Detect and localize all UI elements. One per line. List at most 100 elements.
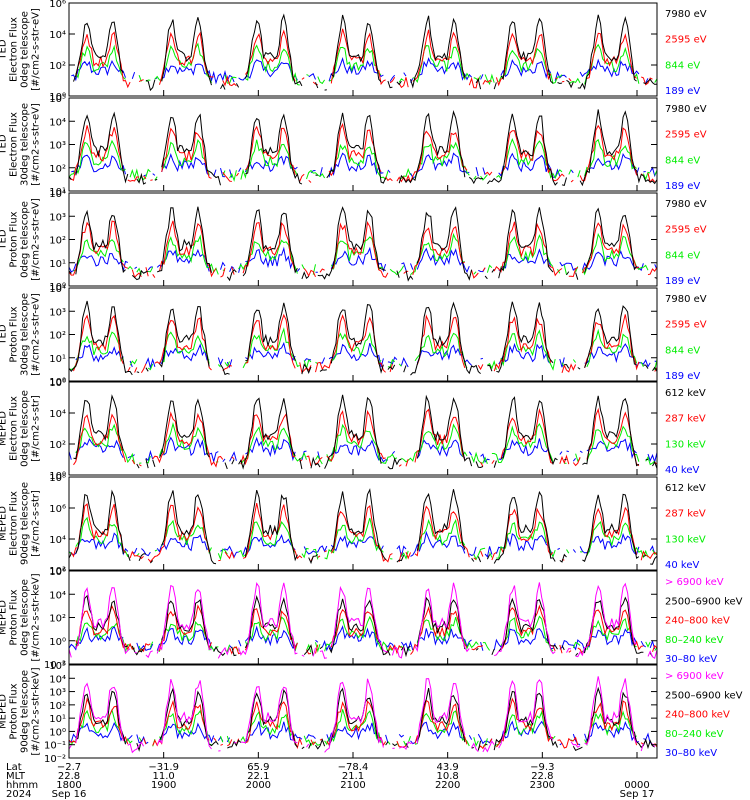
series-trace-5-3 — [73, 407, 658, 468]
y-axis-label-line: TED — [0, 134, 9, 155]
series-trace-4-4 — [68, 300, 658, 376]
legend-entry: > 6900 keV — [665, 577, 724, 588]
series-trace-4-1 — [75, 341, 658, 370]
y-axis-label-line: Proton Flux — [9, 683, 20, 739]
y-axis-label-line: 30deg telescope — [20, 103, 31, 186]
y-tick-label: 10⁰ — [49, 637, 66, 648]
panel-frame — [68, 664, 658, 759]
series-trace-6-1 — [68, 530, 656, 559]
x-axis-value: 1800 — [56, 780, 81, 791]
series-trace-4-2 — [68, 327, 658, 371]
legend-entry: 40 keV — [665, 465, 699, 476]
legend-entry: 189 eV — [665, 181, 700, 192]
series-trace-1-4 — [73, 13, 658, 92]
y-axis-label-line: MEPED — [0, 506, 9, 541]
y-axis-label-line: Electron Flux — [9, 17, 20, 82]
x-axis-value: −2.7 — [57, 762, 81, 773]
y-tick-label: 10² — [49, 614, 66, 625]
y-axis-label-line: 0deg telescope — [20, 11, 31, 88]
legend-entry: 844 eV — [665, 155, 700, 166]
y-axis-label-line: Proton Flux — [9, 211, 20, 267]
x-axis-row-label: hhmm — [6, 780, 38, 791]
legend-entry: 7980 eV — [665, 294, 707, 305]
x-axis-value: 21.1 — [342, 771, 364, 782]
y-tick-label: 10⁰ — [49, 282, 66, 293]
legend-entry: 240–800 keV — [665, 616, 730, 627]
y-axis-label-line: 0deg telescope — [20, 579, 31, 656]
x-axis-value: 2300 — [530, 780, 555, 791]
legend-entry: 40 keV — [665, 560, 699, 571]
y-tick-label: 10² — [49, 701, 66, 712]
y-axis-label-line: TED — [0, 229, 9, 250]
y-tick-label: 10² — [49, 331, 66, 342]
series-trace-2-3 — [68, 122, 656, 184]
y-axis-label-line: MEPED — [0, 411, 9, 446]
legend-entry: 7980 eV — [665, 9, 707, 20]
y-tick-label: 10⁻² — [44, 660, 66, 671]
y-axis-label-line: 30deg telescope — [20, 293, 31, 376]
panel-frame — [68, 2, 658, 97]
series-trace-3-3 — [68, 220, 658, 279]
y-tick-label: 10⁸ — [49, 473, 66, 484]
x-axis-row-label: 2024 — [6, 789, 31, 800]
y-tick-label: 10⁵ — [49, 661, 66, 672]
x-axis-value: 22.1 — [247, 771, 269, 782]
y-tick-label: 10⁵ — [49, 94, 66, 105]
y-tick-label: 10⁰ — [49, 92, 66, 103]
series-trace-6-4 — [68, 488, 658, 565]
series-trace-8-2 — [69, 709, 655, 746]
y-axis-label-line: [#/cm2-s-str-eV] — [31, 198, 42, 281]
y-tick-label: 10⁶ — [49, 378, 66, 389]
legend-entry: 844 eV — [665, 60, 700, 71]
x-axis-row-label: MLT — [6, 771, 26, 782]
legend-entry: 2500–6900 keV — [665, 596, 743, 607]
y-axis-label-line: [#/cm2-s-str-keV] — [31, 573, 42, 661]
y-axis-label-line: [#/cm2-s-str-eV] — [31, 103, 42, 186]
x-axis-value: 22.8 — [531, 771, 553, 782]
legend-entry: > 6900 keV — [665, 671, 724, 682]
y-axis-label-line: [#/cm2-s-str-keV] — [31, 667, 42, 755]
y-tick-label: 10² — [49, 164, 66, 175]
legend-entry: 2595 eV — [665, 35, 707, 46]
y-tick-label: 10² — [49, 440, 66, 451]
panel-6: 10² 10⁴ 10⁶ 10⁸ MEPED Electron Flux 90deg tele… — [0, 473, 706, 577]
x-axis-value: 10.8 — [437, 771, 459, 782]
y-tick-label: 10⁶ — [49, 504, 66, 515]
panel-4: 10⁰ 10¹ 10² 10³ 10⁴ TED Proton Flux 30deg teles… — [0, 284, 707, 388]
series-trace-5-1 — [68, 436, 658, 464]
y-tick-label: 10⁰ — [49, 377, 66, 388]
y-tick-label: 10¹ — [49, 259, 66, 270]
y-tick-label: 10³ — [49, 307, 66, 318]
y-tick-label: 10⁴ — [49, 284, 66, 295]
series-trace-1-3 — [76, 29, 657, 88]
series-trace-3-4 — [68, 206, 658, 282]
y-tick-label: 10³ — [49, 141, 66, 152]
legend-entry: 30–80 keV — [665, 654, 717, 665]
legend-entry: 7980 eV — [665, 104, 707, 115]
x-axis-value: 1900 — [151, 780, 176, 791]
panel-frame — [68, 381, 658, 476]
series-trace-2-4 — [68, 109, 658, 187]
legend-entry: 2500–6900 keV — [665, 690, 743, 701]
x-axis-value: −9.3 — [530, 762, 554, 773]
y-tick-label: 10⁴ — [49, 535, 66, 546]
y-axis-label-line: 0deg telescope — [20, 390, 31, 467]
x-axis-value: Sep 16 — [52, 789, 87, 800]
y-axis-label-line: Electron Flux — [9, 491, 20, 556]
legend-entry: 7980 eV — [665, 199, 707, 210]
y-axis-label-line: Proton Flux — [9, 589, 20, 645]
legend-entry: 287 keV — [665, 509, 706, 520]
legend-entry: 2595 eV — [665, 130, 707, 141]
x-axis-value: 65.9 — [247, 762, 269, 773]
panel-5: 10⁰ 10² 10⁴ 10⁶ MEPED Electron Flux 0deg teles… — [0, 378, 706, 482]
legend-entry: 844 eV — [665, 250, 700, 261]
x-axis-value: −78.4 — [338, 762, 369, 773]
panel-1: 10⁰ 10² 10⁴ 10⁶ TED Electron Flux 0deg telesco… — [0, 0, 707, 103]
y-axis-label-line: Electron Flux — [9, 112, 20, 177]
y-tick-label: 10³ — [49, 688, 66, 699]
y-tick-label: 10² — [49, 61, 66, 72]
y-axis-label-line: Electron Flux — [9, 396, 20, 461]
series-trace-7-3 — [75, 604, 658, 655]
y-tick-label: 10¹ — [49, 187, 66, 198]
